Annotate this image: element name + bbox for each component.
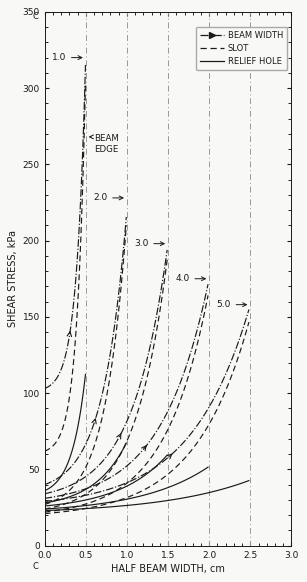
Legend: BEAM WIDTH, SLOT, RELIEF HOLE: BEAM WIDTH, SLOT, RELIEF HOLE — [196, 27, 287, 70]
Text: 3.0: 3.0 — [134, 239, 164, 248]
Text: 4.0: 4.0 — [175, 274, 205, 283]
Text: 5.0: 5.0 — [216, 300, 247, 309]
Text: BEAM
EDGE: BEAM EDGE — [94, 134, 119, 154]
Text: C: C — [32, 12, 38, 20]
Text: 2.0: 2.0 — [93, 193, 123, 203]
X-axis label: HALF BEAM WIDTH, cm: HALF BEAM WIDTH, cm — [111, 563, 225, 574]
Text: 1.0: 1.0 — [52, 53, 82, 62]
Text: C: C — [32, 562, 38, 571]
Y-axis label: SHEAR STRESS, kPa: SHEAR STRESS, kPa — [8, 230, 18, 327]
